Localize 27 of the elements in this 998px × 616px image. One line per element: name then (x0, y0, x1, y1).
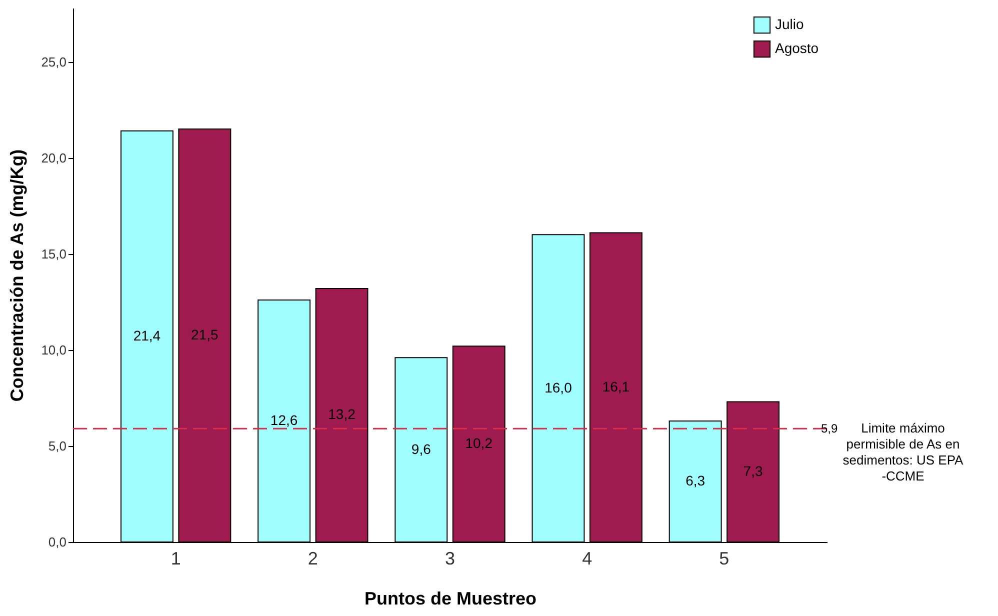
x-tick-label: 1 (170, 548, 181, 568)
text: Limite máximo permisible de As en sedimentos: US EPA -CCME (842, 420, 964, 484)
y-tick-label: 5,0 (48, 438, 66, 454)
x-tick-label: 5 (719, 548, 730, 568)
x-tick-label: 4 (582, 548, 592, 568)
y-tick-label: 0,0 (48, 534, 66, 550)
legend-label: Agosto (775, 40, 819, 56)
x-tick-label: 3 (444, 548, 456, 568)
data-label: 12,6 (270, 412, 298, 428)
y-tick-label: 10,0 (41, 342, 66, 358)
data-label: 16,0 (544, 379, 572, 396)
data-label: 6,3 (686, 472, 706, 488)
x-axis-title: Puntos de Muestreo (364, 588, 537, 608)
data-label: 13,2 (328, 406, 356, 422)
x-tick-label: 2 (308, 548, 318, 568)
legend-label: Julio (775, 16, 804, 32)
y-tick-label: 15,0 (41, 246, 66, 262)
y-axis-title: Concentración de As (mg/Kg) (7, 149, 28, 402)
data-label: 10,2 (465, 435, 493, 452)
data-label: 21,5 (191, 326, 219, 343)
ref-line-label: 5,9 (821, 422, 838, 436)
y-tick-label: 20,0 (41, 150, 66, 166)
data-label: 9,6 (411, 440, 432, 457)
data-label: 7,3 (743, 462, 763, 479)
y-tick-label: 25,0 (41, 54, 66, 70)
data-label: 16,1 (602, 378, 630, 394)
data-label: 21,4 (133, 327, 161, 344)
